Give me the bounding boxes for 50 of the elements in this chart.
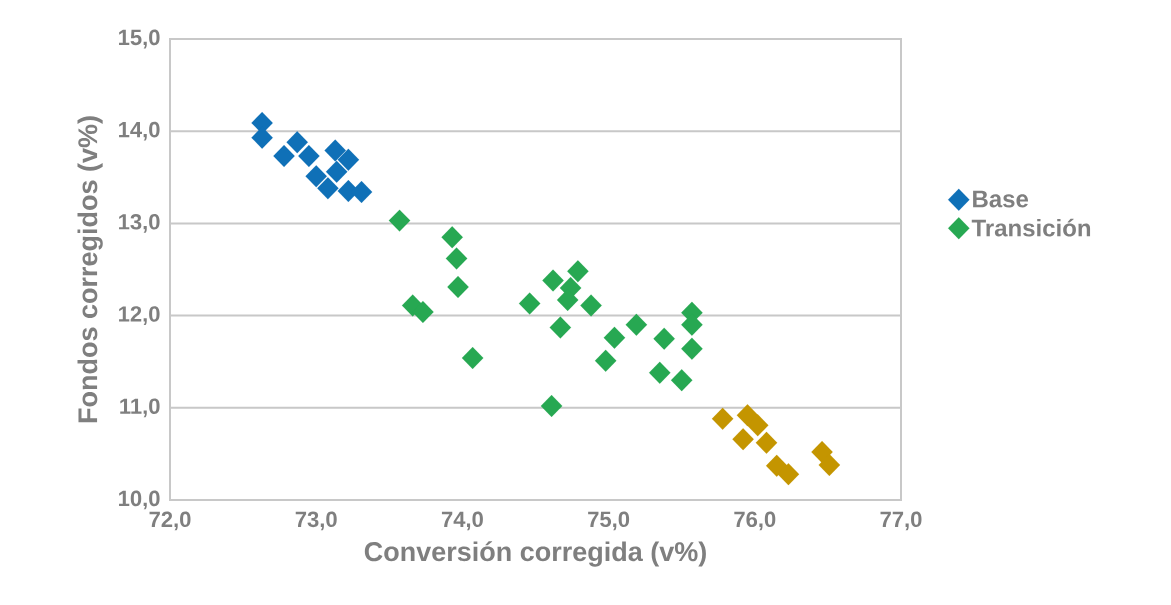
point [286, 131, 308, 154]
point [540, 394, 563, 418]
point [412, 300, 434, 323]
point [441, 226, 463, 249]
point [653, 327, 675, 350]
point [542, 269, 564, 292]
point [518, 292, 541, 315]
point [681, 337, 703, 360]
point [670, 369, 693, 392]
point [317, 177, 339, 200]
point [298, 145, 320, 168]
point [388, 209, 411, 232]
point [603, 326, 626, 349]
point [325, 160, 348, 183]
point [580, 294, 602, 317]
x-tick-label: 72,0 [149, 511, 191, 531]
point [625, 313, 648, 336]
legend-label: Transición [971, 218, 1091, 237]
point [337, 148, 360, 171]
point [777, 463, 800, 486]
x-tick-label: 75,0 [588, 511, 630, 531]
point [818, 453, 841, 477]
legend-label: Base [973, 190, 1029, 208]
x-tick-label: 73,0 [295, 511, 337, 531]
x-tick-label: 77,0 [880, 511, 922, 531]
point [273, 145, 295, 168]
point [461, 346, 484, 370]
point [305, 165, 327, 188]
y-axis-title: Fondos corregidos (v%) [77, 116, 103, 423]
y-tick-label: 11,0 [120, 398, 160, 418]
y-tick-label: 14,0 [119, 121, 160, 141]
point [445, 247, 468, 270]
x-axis-title: Conversión corregida (v%) [364, 541, 706, 567]
x-tick-label: 76,0 [734, 511, 776, 531]
point [567, 260, 589, 283]
point [648, 361, 671, 384]
y-tick-label: 10,0 [119, 490, 160, 510]
point [447, 275, 469, 299]
x-tick-label: 74,0 [441, 511, 483, 531]
point [746, 414, 769, 437]
point [549, 316, 572, 339]
y-tick-label: 13,0 [119, 214, 160, 233]
point [755, 431, 778, 454]
y-tick-label: 12,0 [119, 306, 160, 325]
point [594, 349, 617, 372]
point [736, 404, 759, 427]
y-tick-label: 15,0 [119, 29, 160, 49]
point [324, 139, 346, 162]
point [711, 407, 734, 430]
point [732, 428, 754, 451]
